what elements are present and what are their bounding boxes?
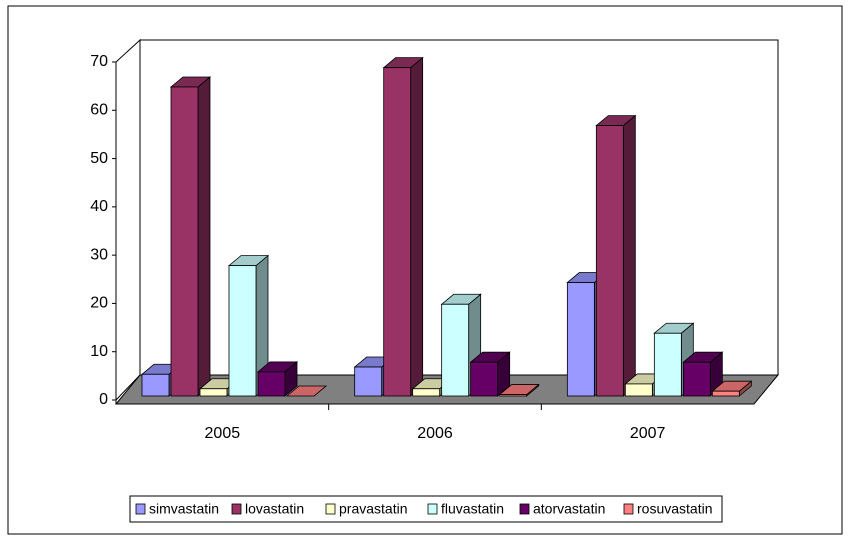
bar [682,361,711,397]
y-tick-label: 0 [99,391,108,408]
x-tick-label: 2005 [205,425,241,442]
legend-swatch [231,503,242,515]
bar [711,390,740,397]
legend-swatch [427,503,438,515]
legend-swatch [519,503,530,515]
legend-label: lovastatin [245,501,304,517]
bar-side [197,76,211,397]
y-tick-label: 10 [90,343,108,360]
bar [170,86,199,397]
x-tick-label: 2006 [417,425,453,442]
bar [624,383,653,397]
bar [566,282,595,397]
bar [470,361,499,397]
legend-label: atorvastatin [533,501,605,517]
legend-swatch [623,503,634,515]
bar-top [285,385,328,397]
bar [141,373,170,397]
bar [257,371,286,397]
bar [199,388,228,397]
legend-label: simvastatin [149,501,219,517]
bar [441,303,470,397]
legend-swatch [135,503,146,515]
legend-swatch [325,503,336,515]
y-tick-label: 40 [90,198,108,215]
side-wall [115,38,141,402]
legend-label: rosuvastatin [637,501,712,517]
legend [129,495,723,523]
y-tick-label: 20 [90,295,108,312]
legend-label: fluvastatin [441,501,504,517]
y-tick-label: 60 [90,102,108,119]
bar-side [410,56,424,397]
bar [383,67,412,397]
bar [412,388,441,397]
bar [595,125,624,397]
x-tick-label: 2007 [630,425,666,442]
bar [228,265,257,397]
bar [499,394,528,397]
legend-label: pravastatin [339,501,407,517]
bar [354,366,383,397]
bar [653,332,682,397]
bar-side [622,114,636,397]
y-tick-label: 50 [90,150,108,167]
y-tick-label: 70 [90,53,108,70]
y-tick-label: 30 [90,246,108,263]
